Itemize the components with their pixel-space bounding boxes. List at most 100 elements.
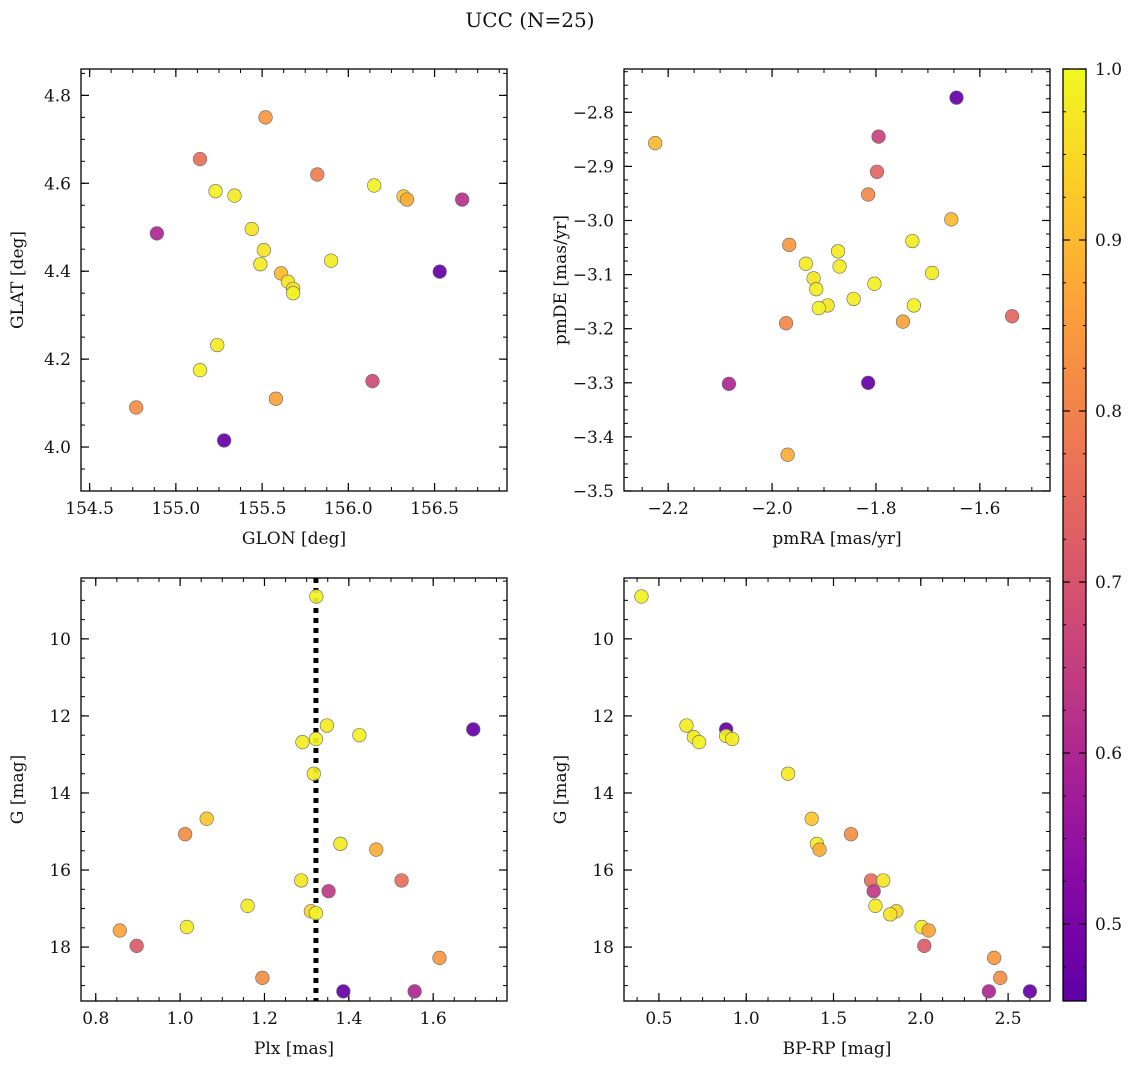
data-point [295, 735, 310, 750]
y-tick-label: −2.9 [573, 157, 614, 177]
axes-frame [623, 68, 1051, 492]
data-point [1004, 309, 1020, 324]
data-point [466, 722, 481, 737]
colorbar-gradient [1063, 69, 1086, 1001]
data-point [310, 167, 325, 182]
y-tick-label: 12 [49, 707, 71, 727]
data-point [369, 842, 384, 857]
y-tick-label: 10 [592, 630, 614, 650]
data-point [129, 400, 144, 415]
axes-frame [80, 577, 508, 1002]
y-tick-label: 16 [592, 861, 614, 881]
y-tick-label: 4.6 [44, 174, 71, 194]
data-point [306, 766, 321, 781]
colorbar-frame [1062, 68, 1087, 1002]
data-point [432, 264, 447, 279]
data-point [394, 873, 409, 888]
data-point [906, 298, 921, 313]
x-axis-label: pmRA [mas/yr] [772, 529, 901, 549]
panels: 154.5 155.0 155.5 156.0 156.5 4.0 4.2 4.4 4.6 4.8… [8, 68, 1051, 1059]
data-point [208, 184, 223, 199]
data-point [149, 226, 164, 241]
data-point [866, 884, 881, 899]
figure-title: UCC (N=25) [465, 8, 594, 32]
y-tick-label: 14 [592, 784, 614, 804]
panel-top-right: −2.2 −2.0 −1.8 −1.6 −3.5 −3.4 −3.3 −3.2 −3.1 −3.0… [551, 68, 1051, 549]
x-tick-label: 0.5 [645, 1009, 672, 1029]
data-point [240, 898, 255, 913]
x-tick-label: 1.0 [167, 1009, 194, 1029]
x-tick-label: 2.5 [995, 1009, 1022, 1029]
data-point [336, 984, 351, 999]
data-point [365, 374, 380, 389]
data-point [921, 923, 936, 938]
data-point [778, 316, 794, 331]
y-tick-label: 4.4 [44, 262, 71, 282]
data-point [812, 842, 827, 857]
data-point [323, 253, 339, 268]
data-point [253, 257, 268, 272]
x-axis-label: BP-RP [mag] [783, 1039, 892, 1059]
data-point [268, 391, 283, 406]
data-point [258, 110, 273, 125]
data-point [861, 375, 876, 390]
data-point [352, 728, 367, 743]
data-point [691, 735, 707, 750]
data-point [993, 970, 1008, 985]
x-axis-label: Plx [mas] [254, 1039, 334, 1059]
data-point [949, 90, 964, 105]
y-tick-label: 12 [592, 707, 614, 727]
x-tick-label: −2.0 [751, 499, 792, 519]
x-tick-label: 1.0 [733, 1009, 760, 1029]
data-point [798, 256, 813, 271]
plot-area [634, 589, 1038, 999]
data-point [308, 906, 324, 921]
plot-area [129, 110, 470, 448]
plot-area [648, 90, 1020, 462]
y-tick-label: −3.0 [573, 211, 614, 231]
data-point [721, 376, 737, 391]
data-point [780, 447, 795, 462]
colorbar-tick-label: 0.7 [1095, 573, 1122, 593]
data-point [924, 265, 940, 281]
y-tick-label: 4.8 [44, 86, 71, 106]
x-tick-label: 1.2 [251, 1009, 278, 1029]
x-tick-label: 0.8 [82, 1009, 109, 1029]
y-tick-label: −3.3 [573, 374, 614, 394]
x-tick-label: 156.5 [410, 499, 459, 519]
data-point [832, 259, 847, 274]
data-point [981, 984, 996, 999]
data-point [648, 136, 663, 151]
y-tick-label: −3.4 [573, 428, 614, 448]
data-point [804, 811, 819, 826]
data-point [192, 363, 208, 378]
data-point [319, 718, 334, 733]
data-point [905, 233, 920, 249]
x-tick-label: 1.5 [820, 1009, 847, 1029]
panel-top-left: 154.5 155.0 155.5 156.0 156.5 4.0 4.2 4.4 4.6 4.8… [8, 68, 508, 549]
axes-frame [623, 577, 1051, 1002]
data-point [867, 276, 882, 291]
ticks [624, 578, 1050, 1001]
data-point [399, 192, 415, 207]
x-tick-label: −1.8 [855, 499, 896, 519]
data-point [286, 286, 301, 301]
data-point [256, 243, 271, 258]
data-point [199, 811, 214, 826]
colorbar: 0.5 0.6 0.7 0.8 0.9 1.0 [1062, 60, 1122, 1002]
x-tick-label: −1.6 [959, 499, 1000, 519]
y-axis-label: G [mag] [551, 755, 571, 824]
x-tick-label: 154.5 [65, 499, 114, 519]
data-point [1022, 984, 1038, 999]
data-point [944, 212, 959, 227]
data-point [321, 884, 336, 899]
panel-bottom-right: 0.5 1.0 1.5 2.0 2.5 10 12 14 16 18 BP-RP [mag] G [m… [551, 577, 1051, 1059]
panel-bottom-left: 0.8 1.0 1.2 1.4 1.6 10 12 14 16 18 Plx [mas] G [mag… [8, 577, 508, 1059]
y-tick-label: 4.2 [44, 350, 71, 370]
data-point [781, 766, 796, 781]
y-axis-label: pmDE [mas/yr] [551, 215, 571, 345]
y-tick-label: 4.0 [44, 438, 71, 458]
colorbar-tick-label: 1.0 [1095, 60, 1122, 80]
data-point [217, 433, 232, 448]
data-point [679, 718, 694, 733]
